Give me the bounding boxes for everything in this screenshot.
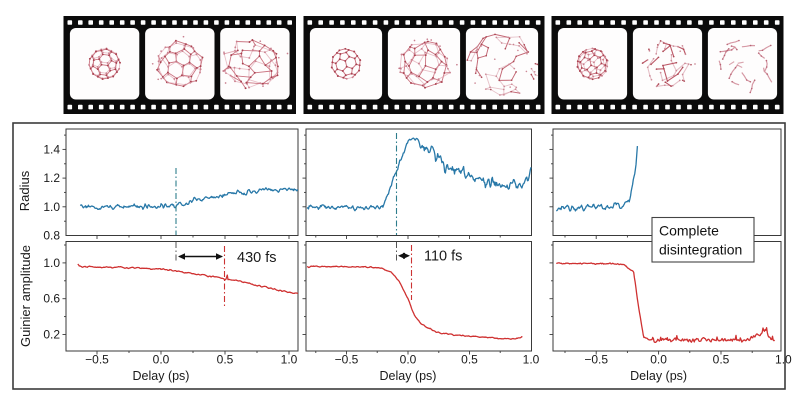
svg-text:0.8: 0.8 bbox=[43, 229, 60, 243]
svg-text:Radius: Radius bbox=[17, 170, 32, 211]
svg-text:1.4: 1.4 bbox=[43, 142, 60, 156]
svg-text:Guinier amplitude: Guinier amplitude bbox=[18, 245, 33, 347]
svg-text:0.5: 0.5 bbox=[461, 353, 478, 367]
svg-text:−0.5: −0.5 bbox=[584, 353, 608, 367]
svg-text:0.5: 0.5 bbox=[217, 353, 234, 367]
svg-text:0.2: 0.2 bbox=[43, 328, 60, 342]
svg-text:0.5: 0.5 bbox=[713, 353, 730, 367]
svg-text:0.0: 0.0 bbox=[153, 353, 170, 367]
svg-text:1.0: 1.0 bbox=[775, 353, 792, 367]
svg-text:−0.5: −0.5 bbox=[85, 353, 109, 367]
svg-text:−0.5: −0.5 bbox=[335, 353, 359, 367]
svg-text:1.0: 1.0 bbox=[281, 353, 298, 367]
svg-text:disintegration: disintegration bbox=[659, 242, 742, 258]
svg-text:1.0: 1.0 bbox=[523, 353, 540, 367]
svg-text:Complete: Complete bbox=[659, 223, 719, 239]
svg-text:1.2: 1.2 bbox=[43, 171, 60, 185]
svg-text:Delay (ps): Delay (ps) bbox=[630, 369, 687, 383]
svg-text:Delay (ps): Delay (ps) bbox=[133, 369, 190, 383]
svg-text:110 fs: 110 fs bbox=[424, 249, 462, 265]
svg-text:1.0: 1.0 bbox=[43, 200, 60, 214]
svg-text:0.6: 0.6 bbox=[43, 292, 60, 306]
svg-text:Delay (ps): Delay (ps) bbox=[380, 369, 437, 383]
svg-text:1.0: 1.0 bbox=[43, 256, 60, 270]
svg-text:0.0: 0.0 bbox=[400, 353, 417, 367]
svg-text:430 fs: 430 fs bbox=[237, 250, 277, 266]
svg-text:0.0: 0.0 bbox=[650, 353, 667, 367]
